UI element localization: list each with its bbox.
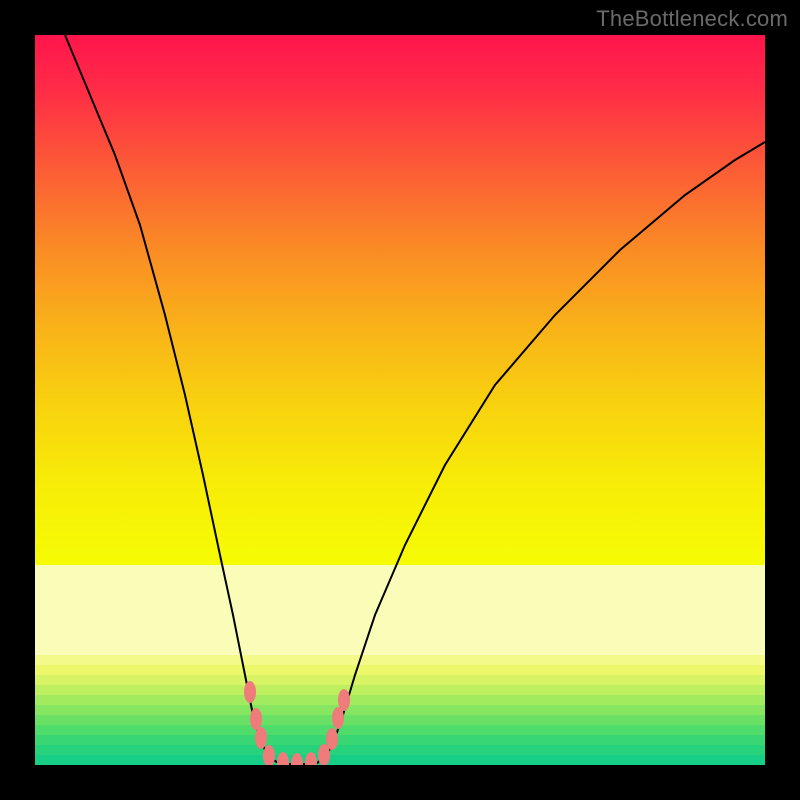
watermark-text: TheBottleneck.com: [596, 6, 788, 32]
curve-marker: [244, 681, 256, 703]
curve-marker: [326, 728, 338, 750]
curve-marker: [305, 752, 317, 765]
curve-marker: [250, 708, 262, 730]
curve-marker: [338, 689, 350, 711]
curve-marker: [255, 727, 267, 749]
curve-marker: [291, 753, 303, 765]
plot-area: [35, 35, 765, 765]
curve-svg: [35, 35, 765, 765]
chart-frame: TheBottleneck.com: [0, 0, 800, 800]
curve-marker: [277, 752, 289, 765]
curve-markers: [244, 681, 350, 765]
bottleneck-curve: [65, 35, 765, 764]
